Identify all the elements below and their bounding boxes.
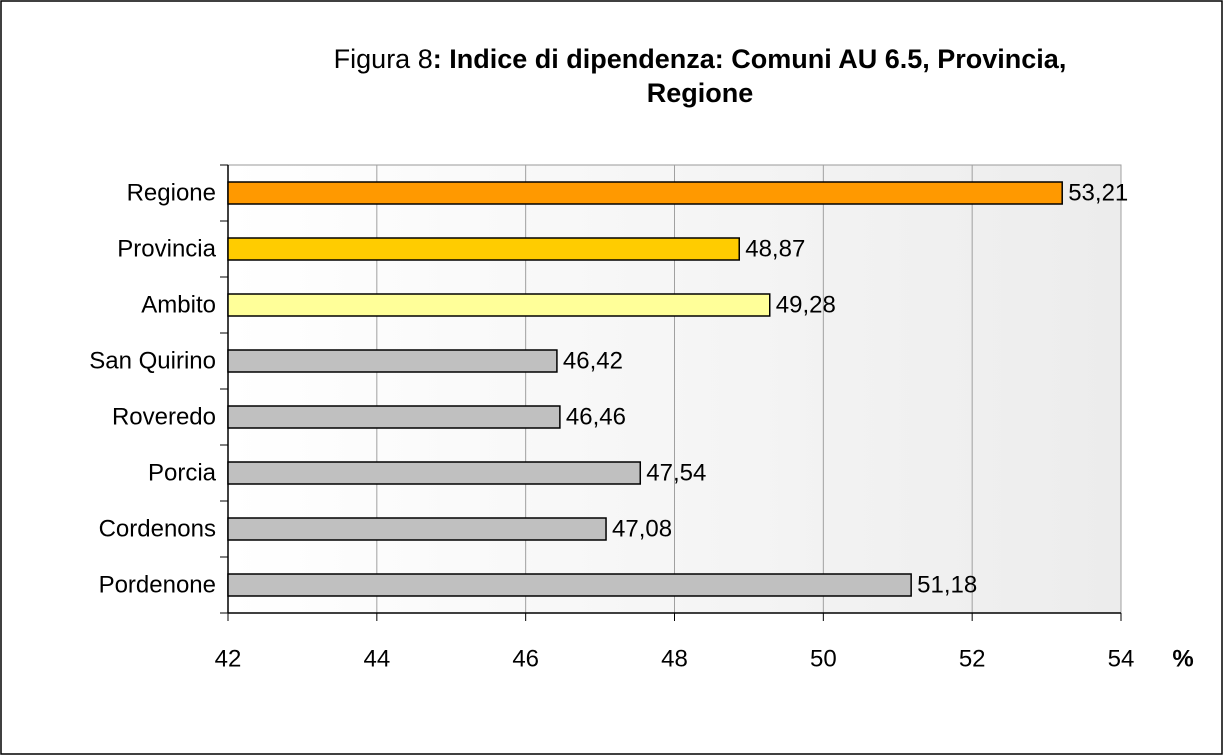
bar xyxy=(227,181,1063,205)
value-label: 53,21 xyxy=(1068,179,1128,206)
value-label: 46,42 xyxy=(563,347,623,374)
y-tick-label: Cordenons xyxy=(99,515,216,542)
value-label: 47,08 xyxy=(612,515,672,542)
x-tick-label: 42 xyxy=(215,645,242,672)
y-tick-label: Provincia xyxy=(117,235,216,262)
y-tick-label: San Quirino xyxy=(89,347,216,374)
value-label: 49,28 xyxy=(776,291,836,318)
chart-title: Figura 8: Indice di dipendenza: Comuni A… xyxy=(300,42,1100,110)
x-tick-label: 44 xyxy=(363,645,390,672)
y-tick-label: Pordenone xyxy=(99,571,216,598)
y-tick-label: Regione xyxy=(127,179,216,206)
bar xyxy=(227,349,558,373)
bar xyxy=(227,573,912,597)
x-tick-label: 50 xyxy=(810,645,837,672)
y-tick-label: Porcia xyxy=(148,459,217,486)
x-tick-label: 52 xyxy=(959,645,986,672)
title-label: Figura 8 xyxy=(333,44,433,74)
bar xyxy=(227,517,607,541)
y-tick-label: Roveredo xyxy=(112,403,216,430)
x-tick-label: 54 xyxy=(1108,645,1135,672)
bar xyxy=(227,405,561,429)
bar xyxy=(227,461,642,485)
value-label: 48,87 xyxy=(745,235,805,262)
x-tick-label: 48 xyxy=(661,645,688,672)
x-axis-label: % xyxy=(1172,645,1193,672)
value-label: 51,18 xyxy=(917,571,977,598)
bar xyxy=(227,293,771,317)
x-tick-label: 46 xyxy=(512,645,539,672)
value-label: 47,54 xyxy=(646,459,706,486)
title-text: : Indice di dipendenza: Comuni AU 6.5, P… xyxy=(432,44,1067,108)
y-tick-label: Ambito xyxy=(141,291,216,318)
bar xyxy=(227,237,740,261)
value-label: 46,46 xyxy=(566,403,626,430)
